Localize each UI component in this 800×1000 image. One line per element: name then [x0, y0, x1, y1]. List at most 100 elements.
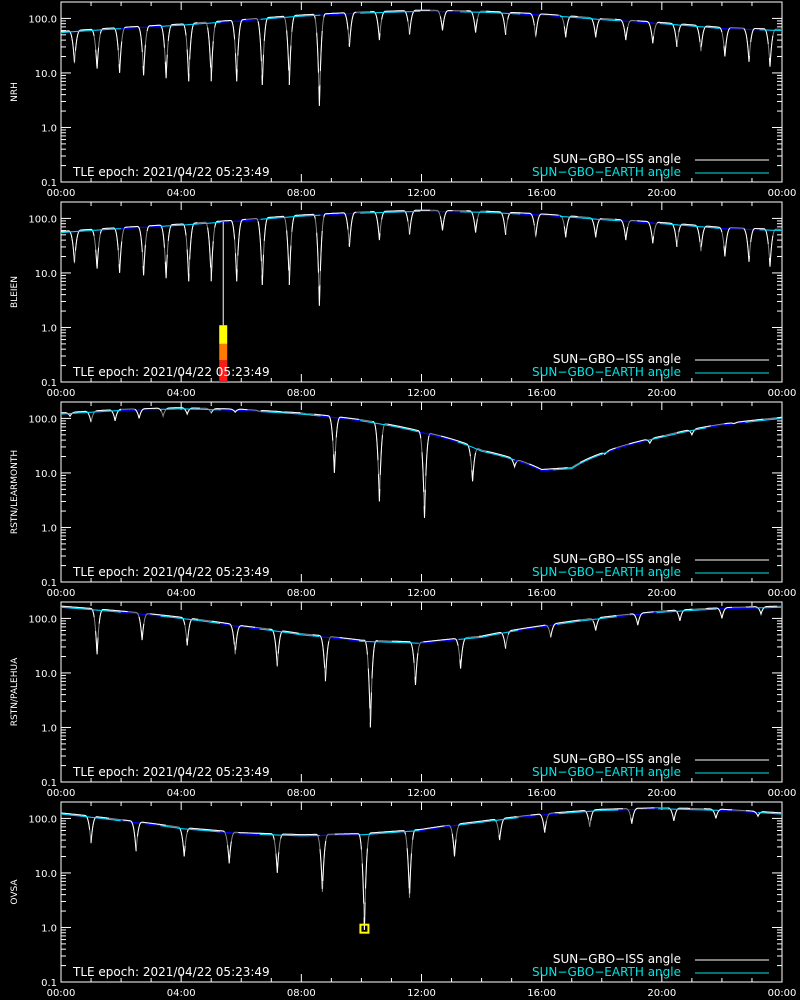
series-sun-gbo-iss-angle	[61, 807, 782, 931]
y-axis-label: NRH	[10, 82, 20, 102]
x-tick-label: 00:00	[47, 188, 76, 199]
x-tick-label: 12:00	[407, 988, 436, 999]
x-tick-label: 00:00	[47, 788, 76, 799]
legend-iss-label: SUN−GBO−ISS angle	[553, 352, 681, 366]
intensity-marker	[219, 343, 228, 361]
intensity-marker	[219, 360, 228, 382]
legend-earth-label: SUN−GBO−EARTH angle	[532, 965, 681, 979]
x-tick-label: 04:00	[167, 988, 196, 999]
x-tick-label: 00:00	[47, 988, 76, 999]
x-tick-label: 08:00	[287, 788, 316, 799]
x-tick-label: 04:00	[167, 588, 196, 599]
x-tick-label: 00:00	[47, 588, 76, 599]
y-tick-label: 0.1	[41, 778, 57, 789]
series-sun-gbo-earth-angle-overlay	[61, 808, 782, 837]
x-tick-label: 20:00	[647, 788, 676, 799]
x-tick-label: 20:00	[647, 388, 676, 399]
series-sun-gbo-earth-angle	[61, 606, 782, 644]
x-tick-label: 12:00	[407, 388, 436, 399]
y-tick-label: 0.1	[41, 578, 57, 589]
series-sun-gbo-iss-angle-shadow	[61, 807, 782, 931]
legend-iss-label: SUN−GBO−ISS angle	[553, 752, 681, 766]
y-axis-label: OVSA	[10, 879, 20, 905]
y-tick-label: 0.1	[41, 978, 57, 989]
y-tick-label: 10.0	[35, 69, 57, 80]
y-tick-label: 1.0	[41, 123, 57, 134]
y-tick-label: 10.0	[35, 869, 57, 880]
x-tick-label: 00:00	[768, 588, 797, 599]
intensity-marker	[219, 325, 228, 344]
x-tick-label: 08:00	[287, 388, 316, 399]
x-tick-label: 12:00	[407, 188, 436, 199]
event-marker	[359, 923, 370, 934]
y-tick-label: 1.0	[41, 923, 57, 934]
series-sun-gbo-iss-angle	[61, 605, 782, 728]
x-tick-label: 20:00	[647, 188, 676, 199]
x-tick-label: 00:00	[768, 388, 797, 399]
series-sun-gbo-earth-angle	[61, 408, 782, 472]
chart-panel-3: 0.1 1.0 10.0 100.0 00:00 04:00 08:00 12:00 16:00…	[10, 401, 797, 599]
series-sun-gbo-earth-angle-overlay	[61, 10, 782, 34]
legend-iss-label: SUN−GBO−ISS angle	[553, 952, 681, 966]
chart-panel-2: 0.1 1.0 10.0 100.0 00:00 04:00 08:00 12:00 16:00…	[10, 201, 797, 399]
series-sun-gbo-iss-angle	[61, 9, 782, 106]
series-sun-gbo-iss-angle-shadow	[61, 407, 782, 518]
tle-epoch-annotation: TLE epoch: 2021/04/22 05:23:49	[72, 965, 270, 979]
chart-panel-5: 0.1 1.0 10.0 100.0 00:00 04:00 08:00 12:00 16:00…	[10, 801, 797, 999]
x-tick-label: 00:00	[47, 388, 76, 399]
legend-iss-label: SUN−GBO−ISS angle	[553, 552, 681, 566]
series-sun-gbo-earth-angle	[61, 10, 782, 34]
legend-earth-label: SUN−GBO−EARTH angle	[532, 565, 681, 579]
series-sun-gbo-earth-angle-overlay	[61, 408, 782, 472]
x-tick-label: 08:00	[287, 188, 316, 199]
y-tick-label: 100.0	[28, 414, 57, 425]
chart-panel-4: 0.1 1.0 10.0 100.0 00:00 04:00 08:00 12:00 16:00…	[10, 601, 797, 799]
x-tick-label: 08:00	[287, 588, 316, 599]
y-tick-label: 100.0	[28, 614, 57, 625]
series-sun-gbo-iss-angle	[61, 209, 782, 306]
y-tick-label: 10.0	[35, 269, 57, 280]
tle-epoch-annotation: TLE epoch: 2021/04/22 05:23:49	[72, 365, 270, 379]
y-axis-label: RSTN/LEARMONTH	[10, 450, 20, 534]
legend-earth-label: SUN−GBO−EARTH angle	[532, 165, 681, 179]
x-tick-label: 00:00	[768, 988, 797, 999]
x-tick-label: 04:00	[167, 788, 196, 799]
y-tick-label: 1.0	[41, 323, 57, 334]
x-tick-label: 04:00	[167, 388, 196, 399]
legend-iss-label: SUN−GBO−ISS angle	[553, 152, 681, 166]
series-sun-gbo-earth-angle	[61, 210, 782, 234]
y-tick-label: 100.0	[28, 214, 57, 225]
x-tick-label: 20:00	[647, 988, 676, 999]
x-tick-label: 16:00	[527, 988, 556, 999]
x-tick-label: 16:00	[527, 588, 556, 599]
y-tick-label: 10.0	[35, 669, 57, 680]
x-tick-label: 00:00	[768, 188, 797, 199]
x-tick-label: 16:00	[527, 788, 556, 799]
y-axis-label: RSTN/PALEHUA	[10, 657, 20, 726]
y-axis-label: BLEIEN	[10, 276, 20, 308]
x-tick-label: 16:00	[527, 188, 556, 199]
legend-earth-label: SUN−GBO−EARTH angle	[532, 765, 681, 779]
y-tick-label: 10.0	[35, 469, 57, 480]
x-tick-label: 12:00	[407, 588, 436, 599]
y-tick-label: 100.0	[28, 814, 57, 825]
x-tick-label: 08:00	[287, 988, 316, 999]
x-tick-label: 12:00	[407, 788, 436, 799]
y-tick-label: 0.1	[41, 178, 57, 189]
tle-epoch-annotation: TLE epoch: 2021/04/22 05:23:49	[72, 165, 270, 179]
y-tick-label: 0.1	[41, 378, 57, 389]
legend-earth-label: SUN−GBO−EARTH angle	[532, 365, 681, 379]
y-tick-label: 100.0	[28, 14, 57, 25]
x-tick-label: 04:00	[167, 188, 196, 199]
series-sun-gbo-earth-angle-overlay	[61, 210, 782, 234]
series-sun-gbo-earth-angle	[61, 808, 782, 837]
series-sun-gbo-iss-angle-shadow	[61, 605, 782, 728]
series-sun-gbo-iss-angle	[61, 407, 782, 518]
tle-epoch-annotation: TLE epoch: 2021/04/22 05:23:49	[72, 565, 270, 579]
x-tick-label: 16:00	[527, 388, 556, 399]
x-tick-label: 00:00	[768, 788, 797, 799]
y-tick-label: 1.0	[41, 723, 57, 734]
x-tick-label: 20:00	[647, 588, 676, 599]
tle-epoch-annotation: TLE epoch: 2021/04/22 05:23:49	[72, 765, 270, 779]
